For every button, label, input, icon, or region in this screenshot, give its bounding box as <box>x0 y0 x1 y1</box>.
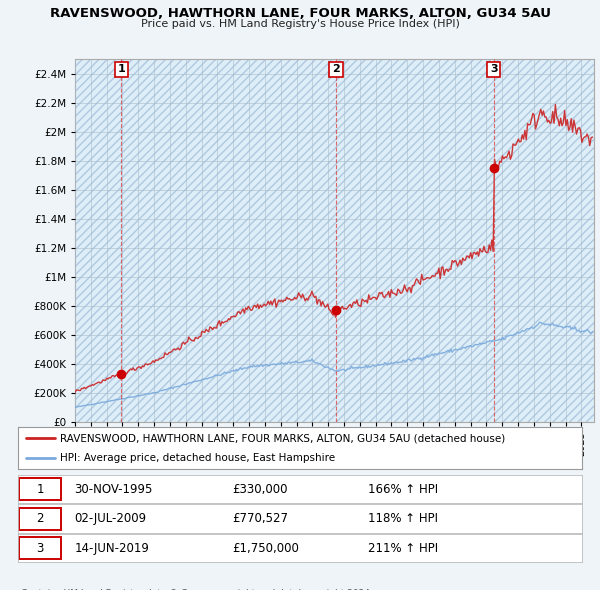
Text: 14-JUN-2019: 14-JUN-2019 <box>74 542 149 555</box>
Text: 30-NOV-1995: 30-NOV-1995 <box>74 483 153 496</box>
Text: Contains HM Land Registry data © Crown copyright and database right 2024.
This d: Contains HM Land Registry data © Crown c… <box>21 589 373 590</box>
Text: £770,527: £770,527 <box>232 512 289 525</box>
Text: 166% ↑ HPI: 166% ↑ HPI <box>368 483 438 496</box>
Text: 2: 2 <box>36 512 44 525</box>
Text: 1: 1 <box>36 483 44 496</box>
Text: 3: 3 <box>37 542 44 555</box>
Text: Price paid vs. HM Land Registry's House Price Index (HPI): Price paid vs. HM Land Registry's House … <box>140 19 460 29</box>
Text: 02-JUL-2009: 02-JUL-2009 <box>74 512 146 525</box>
Text: £330,000: £330,000 <box>232 483 288 496</box>
FancyBboxPatch shape <box>19 507 61 530</box>
Text: £1,750,000: £1,750,000 <box>232 542 299 555</box>
Text: RAVENSWOOD, HAWTHORN LANE, FOUR MARKS, ALTON, GU34 5AU (detached house): RAVENSWOOD, HAWTHORN LANE, FOUR MARKS, A… <box>60 434 506 444</box>
Text: 211% ↑ HPI: 211% ↑ HPI <box>368 542 438 555</box>
Text: 118% ↑ HPI: 118% ↑ HPI <box>368 512 437 525</box>
FancyBboxPatch shape <box>19 478 61 500</box>
Text: 1: 1 <box>118 64 125 74</box>
FancyBboxPatch shape <box>19 537 61 559</box>
Text: HPI: Average price, detached house, East Hampshire: HPI: Average price, detached house, East… <box>60 453 335 463</box>
Text: RAVENSWOOD, HAWTHORN LANE, FOUR MARKS, ALTON, GU34 5AU: RAVENSWOOD, HAWTHORN LANE, FOUR MARKS, A… <box>49 7 551 20</box>
Text: 2: 2 <box>332 64 340 74</box>
Text: 3: 3 <box>490 64 497 74</box>
